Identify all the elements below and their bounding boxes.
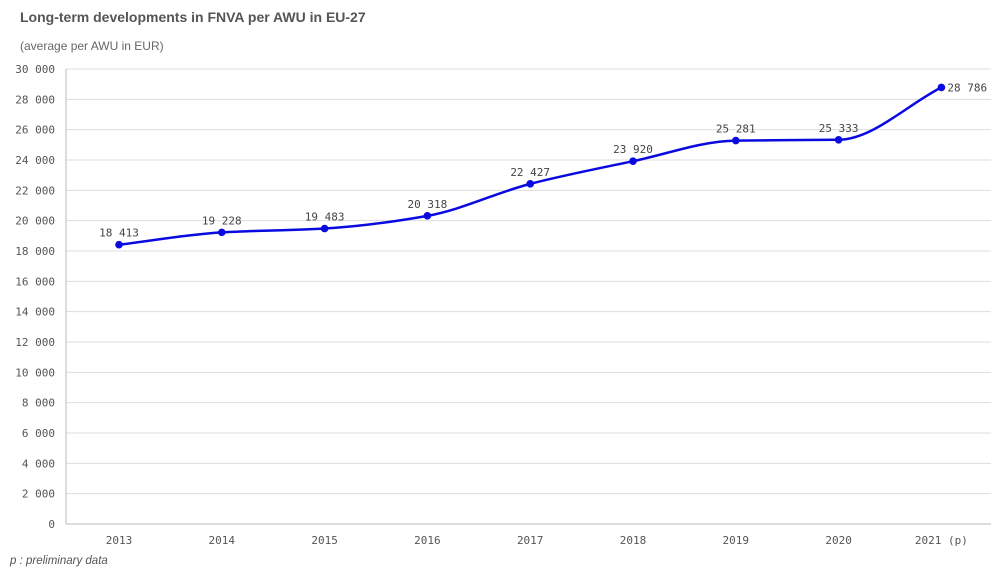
gridlines [65,68,991,525]
data-label: 19 483 [305,211,345,224]
x-tick-label: 2013 [106,534,133,547]
x-tick-label: 2019 [723,534,750,547]
x-tick-label: 2016 [414,534,441,547]
y-tick-label: 28 000 [15,93,55,106]
data-label: 25 333 [819,122,859,135]
data-label: 28 786 [947,81,987,94]
x-tick-label: 2020 [825,534,852,547]
data-labels: 18 413 19 228 19 483 20 318 22 427 23 920 25 2… [99,81,987,239]
x-axis-ticks: 2013 2014 2015 2016 2017 2018 2019 2020 2021 (p) [106,534,968,547]
y-tick-label: 2 000 [22,488,55,501]
chart-title: Long-term developments in FNVA per AWU i… [20,9,366,25]
x-tick-label: 2017 [517,534,544,547]
x-tick-label: 2021 (p) [915,534,968,547]
y-tick-label: 24 000 [15,154,55,167]
y-tick-label: 6 000 [22,427,55,440]
y-tick-label: 22 000 [15,184,55,197]
y-tick-label: 10 000 [15,366,55,379]
data-label: 19 228 [202,214,242,227]
y-tick-label: 12 000 [15,336,55,349]
data-point[interactable] [115,240,123,249]
data-label: 22 427 [510,166,550,179]
data-label: 20 318 [408,198,448,211]
data-point[interactable] [834,135,843,144]
data-point[interactable] [629,157,637,166]
y-tick-label: 0 [48,518,55,531]
data-point[interactable] [732,136,740,145]
y-axis-ticks: 0 2 000 4 000 6 000 8 000 10 000 12 000 14 000 1… [15,63,55,531]
y-tick-label: 8 000 [22,397,55,410]
data-point[interactable] [526,180,534,188]
x-tick-label: 2015 [311,534,338,547]
data-point[interactable] [218,228,226,237]
data-label: 18 413 [99,227,139,240]
chart-subtitle: (average per AWU in EUR) [20,39,164,53]
data-label: 23 920 [613,143,653,156]
data-label: 25 281 [716,123,756,136]
data-point[interactable] [423,212,432,220]
y-tick-label: 18 000 [15,245,55,258]
y-tick-label: 30 000 [15,63,55,76]
y-tick-label: 20 000 [15,215,55,228]
x-tick-label: 2014 [209,534,236,547]
data-point[interactable] [937,83,946,92]
y-tick-label: 16 000 [15,275,55,288]
data-point[interactable] [320,224,329,233]
y-tick-label: 26 000 [15,124,55,137]
y-tick-label: 14 000 [15,306,55,319]
y-tick-label: 4 000 [22,457,55,470]
footnote: p : preliminary data [10,555,108,567]
data-points [115,83,946,249]
x-tick-label: 2018 [620,534,647,547]
